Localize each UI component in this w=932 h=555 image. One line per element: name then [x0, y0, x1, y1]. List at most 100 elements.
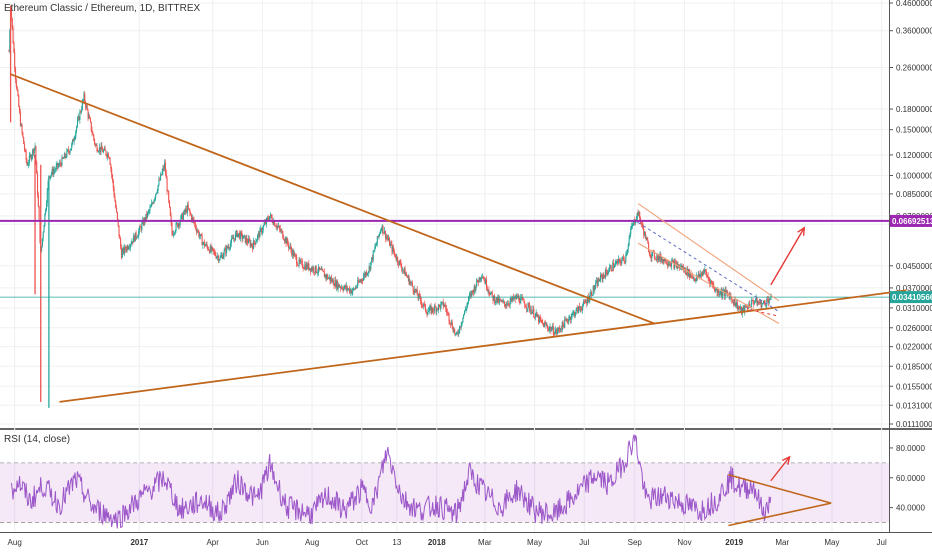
candle-body — [210, 246, 212, 251]
candle-body — [745, 306, 748, 308]
candle-body — [185, 208, 187, 212]
candle-body — [36, 173, 39, 195]
candle-body — [207, 246, 209, 250]
candle-body — [405, 274, 407, 276]
time-tick-label: Jun — [256, 538, 269, 547]
candle-body — [137, 236, 139, 238]
candle-body — [278, 226, 280, 227]
candle-body — [632, 222, 634, 226]
candle-body — [16, 86, 18, 91]
candle-body — [177, 223, 179, 227]
candle-body — [389, 243, 391, 246]
candle-body — [312, 267, 314, 271]
candle-body — [287, 243, 290, 248]
candle-body — [21, 124, 23, 133]
candle-body — [224, 248, 226, 251]
candle-body — [627, 245, 629, 250]
candle-body — [497, 296, 499, 302]
candle-body — [603, 275, 605, 276]
candle-body — [305, 264, 307, 270]
candle-body — [672, 260, 674, 262]
candle-body — [353, 288, 356, 290]
candle-body — [180, 215, 182, 222]
candle-body — [317, 272, 319, 273]
candle-body — [550, 327, 552, 332]
candle-body — [425, 310, 427, 313]
candle-body — [460, 324, 462, 328]
candle-body — [378, 234, 380, 237]
candle-body — [490, 292, 492, 295]
candle-body — [121, 251, 123, 258]
candle-body — [41, 246, 43, 252]
candle-body — [688, 269, 690, 276]
candle-body — [209, 246, 211, 253]
candle-body — [697, 273, 699, 278]
candle-body — [377, 236, 379, 238]
candle-body — [138, 226, 140, 232]
candle-body — [620, 262, 622, 264]
candle-body — [202, 243, 204, 246]
candle-body — [539, 316, 541, 320]
price-label-badge — [890, 214, 932, 227]
candle-body — [701, 272, 703, 276]
candle-body — [88, 116, 90, 118]
candle-body — [462, 317, 464, 323]
candle-body — [578, 306, 580, 313]
candle-body — [309, 268, 311, 270]
candle-body — [444, 305, 446, 307]
candle-body — [622, 257, 624, 259]
candle-body — [532, 308, 534, 312]
candle-body — [167, 190, 169, 192]
candle-body — [574, 313, 576, 317]
candle-body — [611, 270, 613, 272]
candle-body — [254, 242, 256, 245]
candle-body — [33, 148, 35, 154]
candle-body — [721, 290, 723, 296]
candle-body — [615, 262, 617, 264]
candle-body — [715, 289, 717, 290]
candle-body — [132, 241, 134, 243]
candle-body — [14, 68, 17, 80]
candle-body — [556, 329, 558, 334]
candle-body — [559, 328, 561, 331]
candle-body — [609, 265, 611, 268]
time-tick-label: Oct — [356, 538, 369, 547]
candle-body — [43, 225, 45, 233]
candle-body — [380, 230, 382, 234]
candle-body — [392, 247, 394, 252]
rsi-breakout-arrow — [770, 456, 791, 482]
candle-body — [355, 287, 357, 289]
candle-body — [198, 231, 200, 237]
candle-body — [287, 238, 289, 244]
candle-body — [173, 233, 175, 236]
candle-body — [111, 175, 114, 180]
candle-body — [330, 278, 332, 282]
candle-body — [535, 312, 537, 315]
candle-body — [464, 309, 466, 311]
candle-body — [184, 210, 186, 212]
candle-body — [138, 231, 140, 237]
candle-body — [600, 274, 602, 281]
candle-body — [465, 308, 467, 310]
candle-body — [78, 116, 80, 120]
candle-body — [505, 305, 507, 307]
candle-body — [768, 299, 770, 304]
candle-body — [579, 308, 581, 309]
candle-body — [94, 143, 96, 146]
candle-body — [637, 212, 639, 216]
candle-body — [19, 106, 21, 113]
candle-body — [99, 147, 101, 152]
candle-body — [521, 297, 523, 299]
candle-body — [753, 302, 755, 304]
candle-body — [726, 291, 728, 293]
candle-body — [311, 267, 313, 271]
candle-body — [626, 253, 628, 255]
candle-body — [567, 320, 569, 323]
candle-body — [467, 302, 469, 305]
candle-body — [660, 254, 662, 261]
candle-body — [455, 333, 457, 334]
candle-body — [373, 250, 375, 252]
